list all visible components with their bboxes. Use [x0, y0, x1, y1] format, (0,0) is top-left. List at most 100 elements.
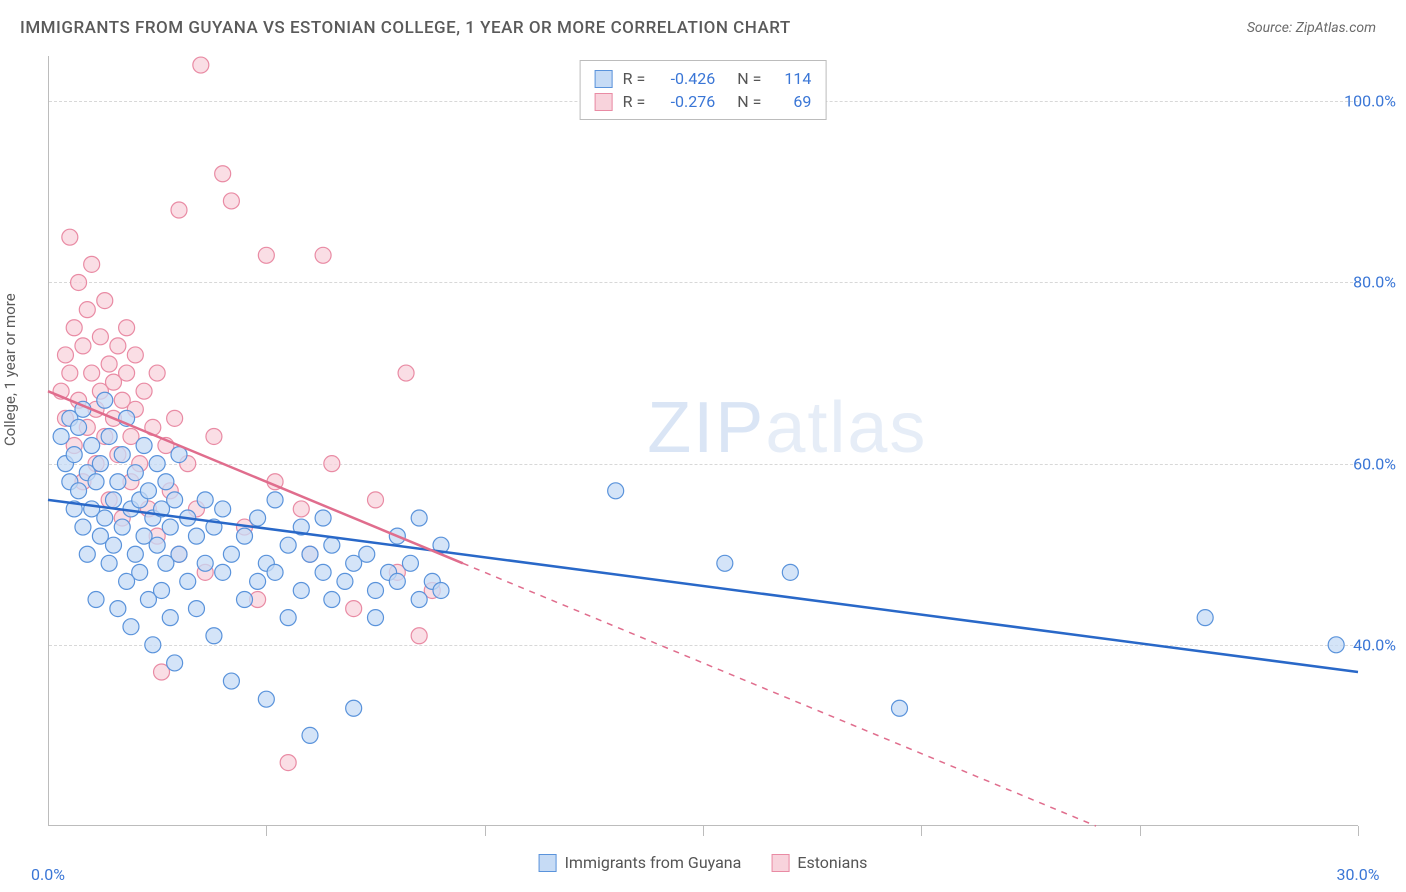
scatter-point	[267, 564, 283, 580]
scatter-point	[280, 755, 296, 771]
scatter-point	[57, 347, 73, 363]
scatter-point	[258, 247, 274, 263]
scatter-point	[398, 365, 414, 381]
scatter-point	[389, 573, 405, 589]
scatter-point	[149, 365, 165, 381]
scatter-point	[215, 564, 231, 580]
scatter-point	[223, 673, 239, 689]
scatter-point	[136, 383, 152, 399]
scatter-point	[302, 546, 318, 562]
legend-n-value: 69	[771, 92, 811, 111]
scatter-point	[75, 519, 91, 535]
legend-item: Immigrants from Guyana	[539, 853, 742, 872]
scatter-point	[106, 492, 122, 508]
legend-item: Estonians	[771, 853, 867, 872]
legend-r-label: R =	[623, 92, 646, 111]
scatter-point	[324, 456, 340, 472]
x-tick-mark	[703, 826, 704, 836]
scatter-point	[324, 592, 340, 608]
x-tick-mark	[921, 826, 922, 836]
scatter-point	[171, 202, 187, 218]
scatter-point	[101, 356, 117, 372]
scatter-point	[1197, 610, 1213, 626]
scatter-point	[71, 274, 87, 290]
scatter-point	[92, 456, 108, 472]
scatter-point	[315, 247, 331, 263]
x-tick-mark	[1140, 826, 1141, 836]
scatter-point	[167, 655, 183, 671]
scatter-point	[346, 700, 362, 716]
scatter-point	[359, 546, 375, 562]
legend-label: Estonians	[797, 853, 867, 872]
legend-series: Immigrants from Guyana Estonians	[539, 853, 868, 872]
scatter-point	[84, 256, 100, 272]
scatter-point	[84, 365, 100, 381]
scatter-point	[267, 492, 283, 508]
x-tick-label: 30.0%	[1337, 865, 1380, 884]
scatter-point	[223, 193, 239, 209]
scatter-point	[206, 628, 222, 644]
scatter-point	[119, 320, 135, 336]
scatter-point	[324, 537, 340, 553]
scatter-point	[127, 546, 143, 562]
scatter-point	[237, 528, 253, 544]
y-tick-label: 80.0%	[1353, 273, 1396, 292]
scatter-point	[892, 700, 908, 716]
scatter-point	[88, 592, 104, 608]
legend-n-value: 114	[771, 69, 811, 88]
scatter-point	[302, 727, 318, 743]
scatter-point	[411, 628, 427, 644]
scatter-point	[97, 392, 113, 408]
trend-line	[48, 500, 1358, 672]
scatter-point	[368, 610, 384, 626]
scatter-point	[92, 329, 108, 345]
scatter-point	[368, 582, 384, 598]
scatter-point	[71, 419, 87, 435]
scatter-point	[66, 320, 82, 336]
legend-swatch	[771, 854, 789, 872]
scatter-point	[114, 519, 130, 535]
legend-n-label: N =	[737, 69, 761, 88]
scatter-point	[106, 537, 122, 553]
scatter-point	[110, 474, 126, 490]
scatter-point	[114, 447, 130, 463]
scatter-point	[280, 537, 296, 553]
scatter-point	[188, 528, 204, 544]
source-attribution: Source: ZipAtlas.com	[1247, 20, 1376, 36]
scatter-point	[223, 546, 239, 562]
x-tick-mark	[266, 826, 267, 836]
scatter-point	[782, 564, 798, 580]
scatter-point	[250, 573, 266, 589]
scatter-point	[433, 582, 449, 598]
trend-line-extrapolated	[463, 563, 1096, 826]
scatter-point	[88, 474, 104, 490]
scatter-point	[71, 483, 87, 499]
scatter-point	[180, 573, 196, 589]
scatter-point	[315, 564, 331, 580]
scatter-point	[717, 555, 733, 571]
scatter-point	[62, 229, 78, 245]
legend-swatch	[595, 70, 613, 88]
scatter-point	[368, 492, 384, 508]
scatter-point	[215, 166, 231, 182]
scatter-point	[197, 555, 213, 571]
legend-stats: R =-0.426N =114R =-0.276N =69	[580, 60, 827, 120]
scatter-point	[167, 410, 183, 426]
scatter-point	[197, 492, 213, 508]
scatter-point	[154, 582, 170, 598]
scatter-point	[119, 365, 135, 381]
legend-label: Immigrants from Guyana	[565, 853, 742, 872]
legend-n-label: N =	[737, 92, 761, 111]
scatter-point	[110, 601, 126, 617]
scatter-point	[149, 537, 165, 553]
scatter-point	[84, 438, 100, 454]
scatter-point	[145, 637, 161, 653]
scatter-point	[79, 546, 95, 562]
x-tick-mark	[485, 826, 486, 836]
legend-swatch	[539, 854, 557, 872]
y-tick-label: 40.0%	[1353, 635, 1396, 654]
scatter-point	[258, 691, 274, 707]
scatter-point	[167, 492, 183, 508]
chart-svg	[48, 56, 1358, 826]
scatter-point	[188, 601, 204, 617]
